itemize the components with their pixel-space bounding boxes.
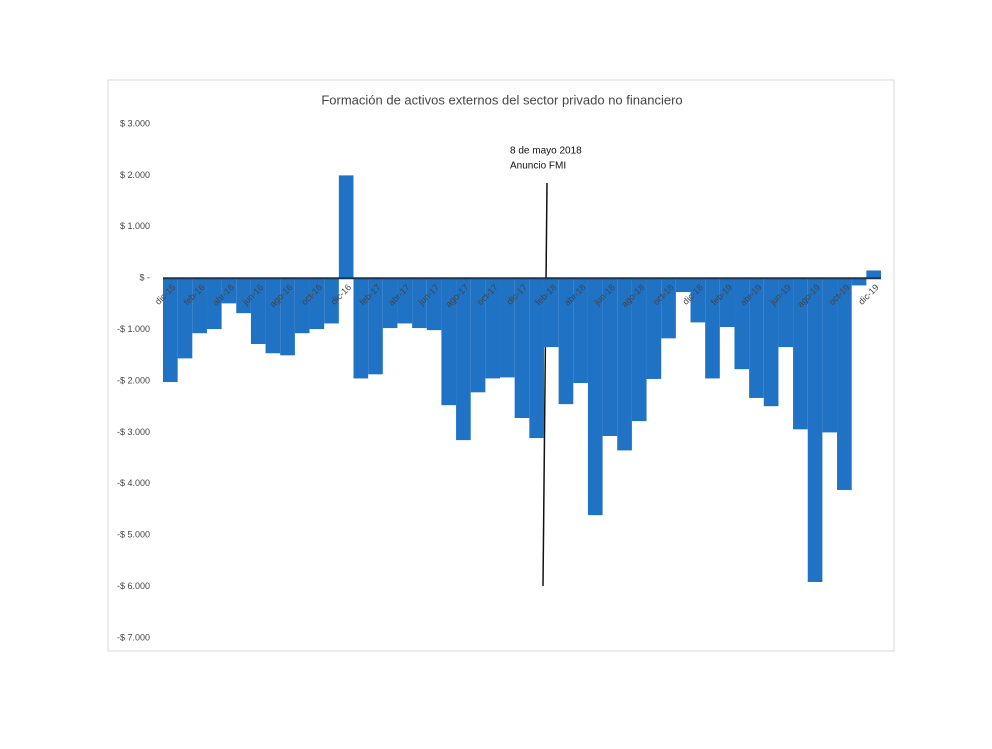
bar bbox=[573, 278, 588, 384]
bar bbox=[324, 278, 339, 324]
bar bbox=[456, 278, 471, 441]
bar bbox=[177, 278, 193, 359]
bar bbox=[617, 278, 632, 451]
annotation: Anuncio FMI bbox=[510, 161, 566, 172]
bar bbox=[250, 278, 266, 344]
y-tick-label: -$ 6.000 bbox=[117, 581, 150, 591]
y-tick-label: $ - bbox=[139, 273, 150, 283]
bar bbox=[807, 278, 823, 582]
bar bbox=[543, 278, 559, 348]
bar bbox=[470, 278, 486, 393]
bar bbox=[558, 278, 574, 405]
bar bbox=[485, 278, 501, 379]
bar bbox=[382, 278, 398, 329]
bar bbox=[734, 278, 750, 370]
bar bbox=[192, 278, 207, 334]
bar bbox=[206, 278, 222, 330]
bar bbox=[719, 278, 735, 328]
y-tick-label: -$ 3.000 bbox=[117, 427, 150, 437]
bar bbox=[602, 278, 618, 436]
bar bbox=[661, 278, 676, 339]
bar bbox=[265, 278, 281, 354]
bar bbox=[675, 278, 691, 293]
bar bbox=[690, 278, 706, 323]
annotation: 8 de mayo 2018 bbox=[510, 146, 582, 157]
bar bbox=[851, 278, 867, 286]
bar bbox=[631, 278, 647, 422]
bar bbox=[529, 278, 544, 439]
bar bbox=[309, 278, 325, 330]
bar bbox=[280, 278, 295, 356]
bar bbox=[793, 278, 808, 430]
bar bbox=[514, 278, 530, 419]
y-tick-label: -$ 7.000 bbox=[117, 632, 150, 642]
bar bbox=[749, 278, 764, 398]
bar bbox=[441, 278, 457, 406]
annotation-line bbox=[542, 182, 548, 587]
bar bbox=[426, 278, 442, 331]
y-tick-label: -$ 4.000 bbox=[117, 478, 150, 488]
bar bbox=[236, 278, 251, 314]
bar bbox=[646, 278, 662, 379]
y-tick-label: $ 2.000 bbox=[120, 170, 150, 180]
bar bbox=[163, 278, 178, 383]
y-tick-label: -$ 5.000 bbox=[117, 530, 150, 540]
y-tick-label: -$ 2.000 bbox=[117, 375, 150, 385]
bar bbox=[763, 278, 779, 407]
bar bbox=[338, 175, 354, 279]
bar bbox=[412, 278, 427, 329]
chart-title: Formación de activos externos del sector… bbox=[321, 92, 682, 107]
bar bbox=[368, 278, 383, 375]
bar bbox=[866, 270, 881, 279]
bar bbox=[221, 278, 237, 304]
bar bbox=[822, 278, 838, 433]
y-tick-label: $ 1.000 bbox=[120, 221, 150, 231]
bar bbox=[778, 278, 794, 348]
y-tick-label: $ 3.000 bbox=[120, 118, 150, 128]
bar bbox=[587, 278, 603, 516]
bar bbox=[500, 278, 515, 378]
bar bbox=[837, 278, 852, 490]
bar bbox=[353, 278, 369, 379]
bar bbox=[294, 278, 310, 334]
bar bbox=[397, 278, 413, 324]
y-tick-label: -$ 1.000 bbox=[117, 324, 150, 334]
bar bbox=[705, 278, 720, 379]
